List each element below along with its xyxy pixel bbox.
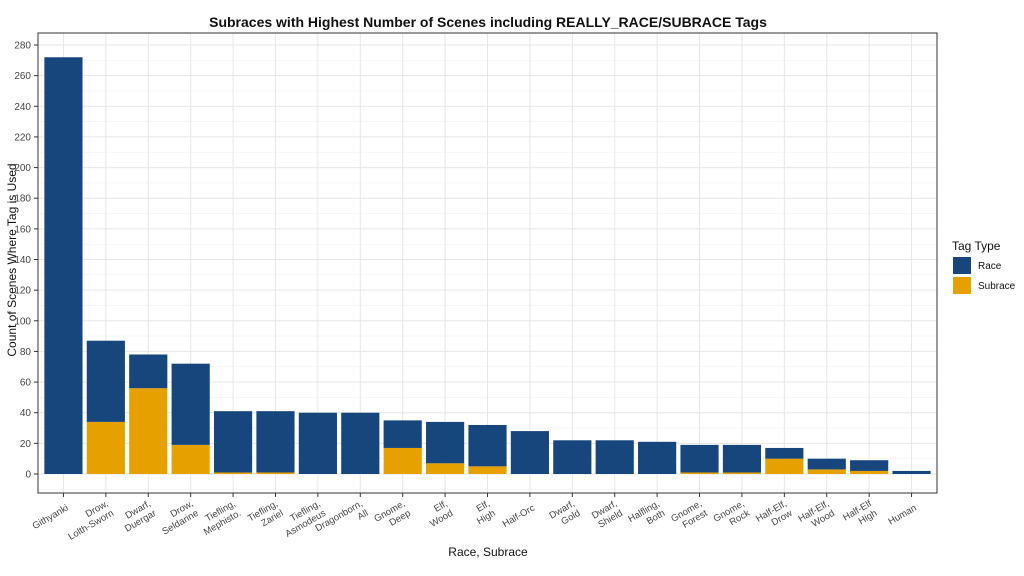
bar-race xyxy=(680,444,719,473)
bar-race xyxy=(595,440,634,474)
bar-race xyxy=(86,340,125,422)
bar-subrace xyxy=(129,388,168,474)
x-axis-label: Race, Subrace xyxy=(448,545,528,559)
legend-swatch-race xyxy=(953,257,971,274)
bar-race xyxy=(765,447,804,459)
x-tick-label: Gnome,Forest xyxy=(669,498,710,534)
x-tick-label: Halfling,Both xyxy=(626,498,667,534)
bar-race xyxy=(850,460,889,471)
bar-subrace xyxy=(171,444,210,474)
bar-race xyxy=(892,470,931,474)
y-tick-label: 40 xyxy=(20,408,32,419)
bar-race xyxy=(383,420,422,448)
x-tick-label: Dwarf,Duergar xyxy=(118,498,159,534)
bar-subrace xyxy=(765,458,804,474)
y-tick-label: 100 xyxy=(14,316,31,327)
x-tick-label: Dwarf,Shield xyxy=(590,498,625,531)
legend-swatch-subrace xyxy=(953,277,971,294)
bar-race xyxy=(510,431,549,474)
bar-race xyxy=(213,411,253,473)
bar-subrace xyxy=(213,472,253,474)
x-tick-label: Gnome,Deep xyxy=(372,498,412,534)
y-tick-label: 20 xyxy=(20,439,32,450)
bar-subrace xyxy=(807,469,846,474)
bar-subrace xyxy=(468,466,507,474)
y-tick-label: 120 xyxy=(14,286,31,297)
y-tick-label: 0 xyxy=(25,470,31,481)
x-tick-label: Half-Elf,Drow xyxy=(754,498,794,534)
x-tick-label: Dragonborn,All xyxy=(314,498,371,543)
bar-race xyxy=(807,458,846,470)
bar-race xyxy=(256,411,295,473)
y-tick-label: 220 xyxy=(14,132,31,143)
bar-race xyxy=(638,441,677,474)
x-tick-label: Githyanki xyxy=(31,503,71,532)
x-tick-label: Drow,Lolth-Sworn xyxy=(61,498,116,542)
legend-title: Tag Type xyxy=(952,239,1001,253)
x-tick-label: Dwarf,Gold xyxy=(548,498,583,531)
bar-subrace xyxy=(256,472,295,474)
bar-race xyxy=(44,57,83,474)
y-tick-label: 280 xyxy=(14,41,31,52)
y-tick-label: 240 xyxy=(14,102,31,113)
legend-label-subrace: Subrace xyxy=(978,281,1016,292)
x-tick-label: Elf,Wood xyxy=(423,498,455,529)
legend-label-race: Race xyxy=(978,261,1002,272)
x-tick-label: Human xyxy=(887,503,919,528)
bar-subrace xyxy=(850,470,889,474)
bar-race xyxy=(341,412,380,474)
bar-race xyxy=(722,444,762,473)
bar-race xyxy=(468,424,507,467)
x-tick-label: Half-Elf,Wood xyxy=(796,498,836,534)
bar-race xyxy=(171,363,210,445)
bar-subrace xyxy=(426,463,465,474)
bar-subrace xyxy=(680,472,719,474)
x-tick-label: Tiefling,Mephisto. xyxy=(196,498,243,538)
bar-subrace xyxy=(383,447,422,474)
bar-race xyxy=(426,421,465,464)
x-tick-label: Half-ElfHigh xyxy=(841,498,879,533)
y-tick-label: 80 xyxy=(20,347,32,358)
bar-subrace xyxy=(86,421,125,474)
chart-title: Subraces with Highest Number of Scenes i… xyxy=(209,14,767,30)
y-tick-label: 160 xyxy=(14,224,31,235)
legend: Tag Type Race Subrace xyxy=(952,239,1016,294)
x-tick-label: Drow,Seldarine xyxy=(155,498,201,537)
bar-race xyxy=(129,354,168,389)
y-axis-label: Count of Scenes Where Tag is Used xyxy=(5,163,19,356)
x-tick-label: Tiefling,Zariel xyxy=(246,498,286,534)
bar-race xyxy=(553,440,592,474)
y-tick-label: 140 xyxy=(14,255,31,266)
bar-subrace xyxy=(722,472,762,474)
y-tick-label: 180 xyxy=(14,194,31,205)
x-tick-label: Elf,High xyxy=(470,498,498,527)
y-tick-label: 60 xyxy=(20,378,32,389)
x-tick-label: Half-Orc xyxy=(501,503,537,530)
y-tick-label: 200 xyxy=(14,163,31,174)
bar-race xyxy=(298,412,337,474)
x-tick-label: Tiefling,Asmodeus xyxy=(278,498,328,540)
y-tick-label: 260 xyxy=(14,71,31,82)
x-tick-label: Gnome,Rock xyxy=(712,498,752,534)
